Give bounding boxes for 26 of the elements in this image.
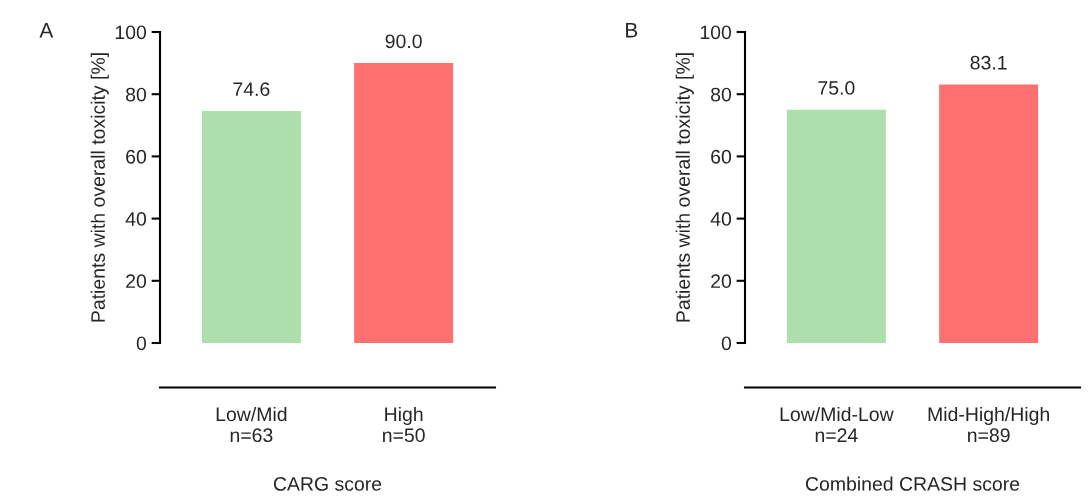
chart-title: A bbox=[39, 23, 54, 38]
x-tick-label: Low/Mid n=63 bbox=[216, 406, 287, 443]
x-tick-label: Low/Mid-Low n=24 bbox=[780, 406, 894, 442]
x-tick-label: Mid-High/High n=89 bbox=[928, 406, 1049, 443]
y-tick-label: 0 bbox=[136, 336, 147, 351]
y-tick-label: 80 bbox=[711, 87, 732, 102]
y-tick-label: 100 bbox=[115, 25, 147, 40]
y-tick-label: 20 bbox=[711, 274, 732, 289]
y-tick-label: 0 bbox=[721, 336, 732, 351]
data-label: 74.6 bbox=[233, 82, 270, 97]
y-axis-title: Patients with overall toxicity [%] bbox=[90, 53, 109, 322]
x-axis-title: CARG score bbox=[273, 477, 382, 491]
y-tick-label: 60 bbox=[126, 149, 147, 164]
x-axis-title: Combined CRASH score bbox=[805, 476, 1020, 491]
y-tick-label: 100 bbox=[700, 25, 732, 40]
data-label: 90.0 bbox=[385, 34, 422, 49]
chart-title: B bbox=[626, 23, 638, 38]
y-tick-label: 40 bbox=[125, 212, 147, 226]
y-axis-title: Patients with overall toxicity [%] bbox=[675, 53, 694, 322]
y-tick-label: 60 bbox=[711, 149, 732, 164]
y-tick-label: 40 bbox=[710, 212, 732, 226]
x-tick-label: High n=50 bbox=[383, 406, 425, 443]
data-label: 75.0 bbox=[818, 81, 855, 95]
y-tick-label: 80 bbox=[126, 87, 147, 102]
y-tick-label: 20 bbox=[126, 274, 147, 289]
data-label: 83.1 bbox=[970, 55, 1007, 70]
